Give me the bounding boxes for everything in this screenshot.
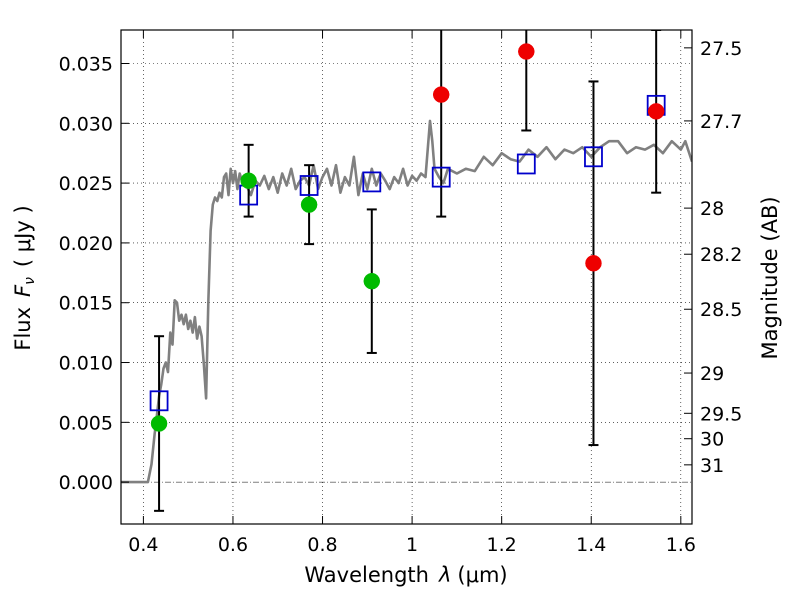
observed-flux-point [150,415,168,432]
y-tick-label: 0.030 [59,113,113,135]
magnitude-tick-label: 27.5 [700,38,742,60]
plot-frame [120,29,693,525]
y-tick-label: 0.035 [59,53,113,75]
x-tick-label: 1.6 [666,534,696,556]
magnitude-tick-label: 28.5 [700,299,742,321]
y-axis-title: FluxFν( μJy ) [11,205,38,350]
magnitude-tick-label: 31 [700,455,724,477]
x-axis: 0.4 0.6 0.8 1 1.2 1.4 1.6 [128,30,696,556]
x-axis-title: Wavelength λ (μm) [304,563,507,587]
x-tick-label: 1.2 [487,534,517,556]
y-tick-label: 0.015 [59,293,113,315]
model-photometry-square [149,390,169,412]
x-tick-label: 1.4 [576,534,606,556]
plot-area [121,30,692,512]
x-tick-label: 1 [406,534,418,556]
magnitude-tick-label: 28 [700,198,724,220]
model-photometry-square [299,175,319,196]
y-tick-label: 0.010 [59,353,113,375]
y-tick-label: 0.005 [59,412,113,434]
observed-flux-point [585,254,602,272]
magnitude-axis: 27.5 27.7 28 28.2 28.5 29 29.5 30 31 [684,38,742,477]
model-photometry-square [362,171,382,193]
y2-axis-title: Magnitude (AB) [758,196,782,359]
magnitude-tick-label: 29 [700,363,724,385]
observed-flux-point [363,272,381,290]
observed-flux-point [432,86,450,103]
observed-flux-point [518,43,535,60]
observed-flux-point [240,172,257,189]
model-photometry-square [516,153,536,175]
y-axis: 0.000 0.005 0.010 0.015 0.020 0.025 0.030 0.035 [59,53,129,494]
magnitude-tick-label: 28.2 [700,244,742,266]
observed-flux-point [647,103,665,120]
magnitude-tick-label: 29.5 [700,403,742,425]
y-tick-label: 0.000 [59,472,113,494]
observed-flux-point [300,196,318,213]
magnitude-tick-label: 30 [700,429,724,451]
model-photometry-square [584,146,603,168]
y-tick-label: 0.020 [59,233,113,255]
y-tick-label: 0.025 [59,173,113,195]
model-photometry-square [431,166,451,188]
x-tick-label: 0.4 [128,534,158,556]
x-tick-label: 0.6 [218,534,248,556]
x-tick-label: 0.8 [307,534,337,556]
magnitude-tick-label: 27.7 [700,111,742,133]
